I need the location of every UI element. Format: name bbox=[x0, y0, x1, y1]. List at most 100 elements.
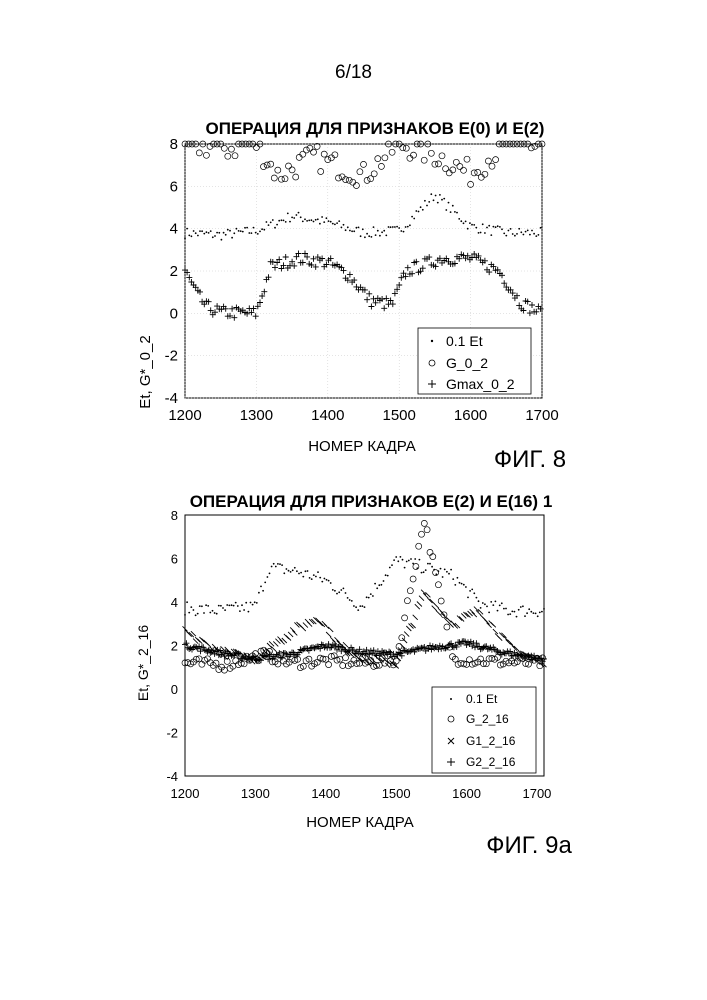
data-point-dot bbox=[428, 201, 431, 203]
data-point-dot bbox=[233, 232, 236, 235]
data-point-dot bbox=[460, 220, 463, 223]
data-point-circle bbox=[228, 145, 235, 153]
data-point-plus bbox=[186, 646, 193, 652]
data-point-dot bbox=[350, 600, 353, 602]
data-point-dot bbox=[543, 608, 545, 610]
data-point-plus bbox=[509, 290, 516, 297]
data-point-plus bbox=[432, 263, 439, 270]
data-point-dot bbox=[306, 570, 309, 572]
data-point-circle bbox=[531, 143, 539, 150]
data-point-circle bbox=[535, 140, 542, 148]
data-point-circle bbox=[443, 623, 451, 631]
data-point-dot bbox=[213, 612, 216, 614]
data-point-plus bbox=[263, 652, 270, 659]
data-point-dot bbox=[458, 581, 461, 584]
data-point-dot bbox=[277, 563, 279, 565]
data-point-dot bbox=[500, 602, 503, 605]
data-point-plus bbox=[541, 655, 547, 662]
y-tick-label: -4 bbox=[165, 390, 178, 407]
data-point-circle bbox=[240, 660, 248, 668]
data-point-dot bbox=[389, 226, 392, 229]
data-point-plus bbox=[244, 310, 251, 317]
data-point-dot bbox=[522, 233, 525, 236]
data-point-circle bbox=[423, 526, 431, 534]
data-point-circle bbox=[331, 151, 339, 159]
data-point-dot bbox=[503, 232, 506, 235]
data-point-plus bbox=[184, 644, 191, 651]
data-point-dot bbox=[316, 218, 319, 221]
data-point-plus bbox=[215, 652, 222, 659]
data-point-plus bbox=[436, 255, 443, 262]
data-point-dot bbox=[405, 560, 408, 563]
data-point-plus bbox=[520, 307, 527, 314]
data-point-plus bbox=[398, 274, 405, 281]
data-point-dot bbox=[336, 222, 338, 224]
data-point-circle bbox=[402, 144, 410, 152]
data-point-plus bbox=[368, 303, 375, 310]
y-tick-label: 8 bbox=[171, 508, 178, 523]
data-point-plus bbox=[183, 640, 190, 647]
data-point-dot bbox=[310, 578, 313, 580]
legend-marker-plus bbox=[447, 758, 455, 766]
data-point-dot bbox=[439, 194, 441, 196]
data-point-circle bbox=[342, 654, 349, 662]
data-point-circle bbox=[373, 662, 380, 669]
data-point-circle bbox=[288, 166, 296, 174]
data-point-dot bbox=[327, 579, 330, 582]
data-point-plus bbox=[257, 299, 263, 306]
data-point-dot bbox=[348, 599, 351, 601]
data-point-plus bbox=[521, 655, 528, 662]
data-point-dot bbox=[246, 226, 249, 229]
data-point-dot bbox=[479, 607, 482, 609]
data-point-dot bbox=[211, 609, 214, 612]
data-point-dot bbox=[531, 229, 533, 232]
data-point-dot bbox=[511, 610, 514, 613]
data-point-dot bbox=[196, 612, 199, 615]
data-point-dot bbox=[469, 222, 471, 224]
data-point-dot bbox=[445, 209, 448, 211]
data-point-plus bbox=[524, 653, 531, 660]
data-point-plus bbox=[201, 301, 208, 308]
data-point-circle bbox=[480, 660, 487, 667]
data-point-dot bbox=[355, 606, 357, 609]
data-point-dot bbox=[359, 235, 362, 238]
data-point-dot bbox=[378, 584, 381, 587]
data-point-dot bbox=[400, 230, 403, 232]
data-point-dot bbox=[336, 592, 338, 595]
data-point-dot bbox=[387, 226, 390, 228]
data-point-dot bbox=[424, 569, 427, 571]
data-point-dot bbox=[331, 589, 334, 591]
data-point-circle bbox=[333, 656, 341, 664]
data-point-dot bbox=[376, 229, 379, 232]
legend-item-2: Gmax_0_2 bbox=[446, 376, 515, 392]
data-point-dot bbox=[190, 606, 193, 608]
data-point-plus bbox=[193, 644, 200, 651]
data-point-dot bbox=[349, 229, 351, 232]
x-tick-labels: 1200 1300 1400 1500 1600 1700 bbox=[171, 786, 552, 801]
data-point-dot bbox=[509, 613, 512, 615]
data-point-plus bbox=[328, 644, 335, 651]
data-point-plus bbox=[386, 648, 393, 655]
data-point-dot bbox=[325, 217, 328, 220]
data-point-dot bbox=[342, 587, 345, 590]
x-tick-label: 1200 bbox=[171, 786, 200, 801]
data-point-plus bbox=[448, 640, 455, 647]
data-point-circle bbox=[374, 155, 382, 162]
data-point-circle bbox=[392, 657, 400, 665]
data-point-circle bbox=[213, 140, 221, 148]
data-point-dot bbox=[215, 612, 218, 615]
data-point-circle bbox=[310, 148, 317, 156]
figure-label: ФИГ. 8 bbox=[494, 446, 566, 473]
data-point-plus bbox=[304, 253, 311, 260]
data-point-dot bbox=[492, 225, 495, 228]
data-point-plus bbox=[251, 653, 257, 660]
data-point-dot bbox=[325, 578, 328, 581]
data-point-plus bbox=[334, 646, 340, 653]
data-point-dot bbox=[274, 226, 276, 229]
data-point-dot bbox=[267, 224, 270, 226]
data-point-dot bbox=[268, 572, 271, 575]
data-point-circle bbox=[409, 575, 417, 583]
data-point-dot bbox=[260, 585, 262, 588]
data-point-plus bbox=[205, 298, 212, 305]
data-point-dot bbox=[357, 226, 360, 229]
